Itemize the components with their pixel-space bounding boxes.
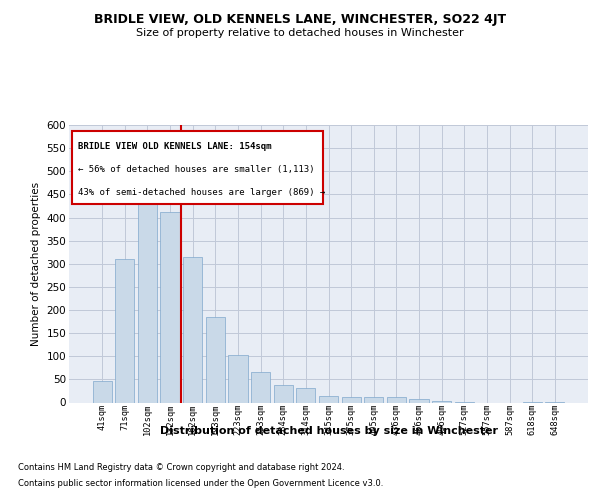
Bar <box>296 388 316 402</box>
Bar <box>160 212 180 402</box>
Text: Contains HM Land Registry data © Crown copyright and database right 2024.: Contains HM Land Registry data © Crown c… <box>18 462 344 471</box>
Text: BRIDLE VIEW, OLD KENNELS LANE, WINCHESTER, SO22 4JT: BRIDLE VIEW, OLD KENNELS LANE, WINCHESTE… <box>94 12 506 26</box>
Text: Contains public sector information licensed under the Open Government Licence v3: Contains public sector information licen… <box>18 479 383 488</box>
Bar <box>206 318 225 402</box>
Text: 43% of semi-detached houses are larger (869) →: 43% of semi-detached houses are larger (… <box>78 188 325 196</box>
Text: ← 56% of detached houses are smaller (1,113): ← 56% of detached houses are smaller (1,… <box>78 164 314 173</box>
Text: Distribution of detached houses by size in Winchester: Distribution of detached houses by size … <box>160 426 498 436</box>
Text: BRIDLE VIEW OLD KENNELS LANE: 154sqm: BRIDLE VIEW OLD KENNELS LANE: 154sqm <box>78 142 271 150</box>
Y-axis label: Number of detached properties: Number of detached properties <box>31 182 41 346</box>
Bar <box>183 258 202 402</box>
Text: Size of property relative to detached houses in Winchester: Size of property relative to detached ho… <box>136 28 464 38</box>
Bar <box>115 258 134 402</box>
Bar <box>319 396 338 402</box>
Bar <box>341 398 361 402</box>
Bar <box>409 400 428 402</box>
Bar <box>432 400 451 402</box>
Bar <box>251 372 270 402</box>
Bar <box>364 398 383 402</box>
Bar <box>92 381 112 402</box>
FancyBboxPatch shape <box>71 130 323 204</box>
Bar <box>138 190 157 402</box>
Bar <box>229 356 248 403</box>
Bar <box>387 398 406 402</box>
Bar <box>274 385 293 402</box>
